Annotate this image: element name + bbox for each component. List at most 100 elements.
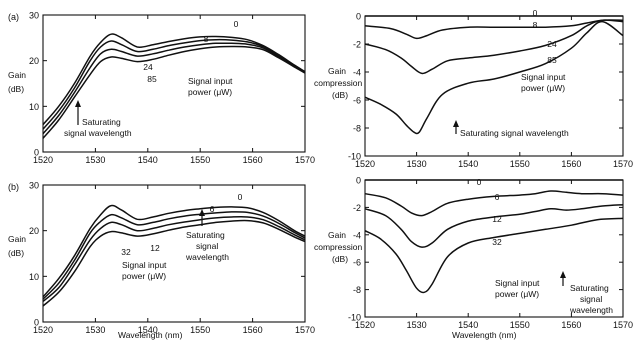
x-tick-label: 1530: [85, 155, 105, 165]
x-tick-label: 1570: [295, 325, 315, 335]
x-tick-label: 1550: [510, 159, 530, 169]
annotation-power-unit: power (μW): [521, 83, 565, 93]
y-label-line2: (dB): [8, 248, 24, 258]
x-tick-label: 1550: [510, 320, 530, 330]
annotation-signal-input: Signal input: [521, 72, 566, 82]
series-line-0: [42, 204, 306, 298]
y-tick-label: -8: [353, 285, 361, 295]
x-tick-label: 1540: [138, 155, 158, 165]
x-tick-label: 1570: [613, 320, 633, 330]
panel-label-a: (a): [8, 12, 19, 22]
curve-label-85: 85: [547, 55, 557, 65]
series-line-12: [42, 215, 306, 302]
series-line-8: [42, 38, 306, 130]
y-label-line1: Gain: [328, 66, 346, 76]
y-tick-label: -2: [353, 40, 361, 50]
y-label-line3: (dB): [332, 90, 348, 100]
y-label-line3: (dB): [332, 254, 348, 264]
panel-label-b: (b): [8, 182, 19, 192]
x-tick-label: 1530: [407, 159, 427, 169]
series-line-32: [42, 219, 306, 307]
annotation-signal-wavelength: signal wavelength: [64, 128, 132, 138]
y-tick-label: 30: [29, 11, 39, 21]
series-line-12: [364, 203, 624, 248]
y-label-line2: compression: [314, 78, 362, 88]
series-line-85: [364, 20, 624, 135]
y-label-line2: compression: [314, 242, 362, 252]
y-tick-label: -6: [353, 258, 361, 268]
x-tick-label: 1520: [355, 320, 375, 330]
x-tick-label: 1540: [458, 320, 478, 330]
y-tick-label: 20: [29, 226, 39, 236]
x-tick-label: 1560: [561, 320, 581, 330]
annotation-power-unit: power (μW): [495, 289, 539, 299]
series-line-32: [364, 217, 624, 294]
plot-frame: [42, 184, 306, 323]
x-tick-label: 1520: [355, 159, 375, 169]
y-tick-label: 0: [356, 176, 361, 186]
curve-label-8: 8: [533, 20, 538, 30]
plot-frame: [42, 14, 306, 153]
x-tick-label: 1570: [613, 159, 633, 169]
y-tick-label: -10: [348, 152, 361, 162]
x-tick-label: 1550: [190, 155, 210, 165]
y-tick-label: 10: [29, 102, 39, 112]
annotation-signal: signal: [196, 241, 218, 251]
x-tick-label: 1520: [33, 155, 53, 165]
arrow-head: [75, 100, 81, 107]
annotation-saturating: Saturating signal wavelength: [460, 128, 569, 138]
annotation-saturating: Saturating: [82, 117, 121, 127]
x-tick-label: 1560: [243, 325, 263, 335]
y-tick-label: -4: [353, 68, 361, 78]
series-line-24: [364, 19, 624, 75]
series-line-24: [42, 42, 306, 135]
y-label-line1: Gain: [328, 230, 346, 240]
y-label-line2: (dB): [8, 84, 24, 94]
arrow-head: [199, 209, 205, 216]
curve-label-32: 32: [492, 237, 502, 247]
curve-label-32: 32: [121, 247, 131, 257]
curve-label-85: 85: [147, 74, 157, 84]
y-tick-label: 0: [34, 148, 39, 158]
annotation-saturating: Saturating: [570, 283, 609, 293]
x-tick-label: 1540: [458, 159, 478, 169]
x-tick-label: 1550: [190, 325, 210, 335]
y-tick-label: -8: [353, 124, 361, 134]
annotation-wavelength: wavelength: [185, 252, 229, 262]
y-tick-label: -6: [353, 96, 361, 106]
plot-a-gain: Gain (dB) 1520 1530 1540 1550 1560 1570 0 10 20 3…: [8, 11, 315, 166]
y-label-line1: Gain: [8, 70, 26, 80]
y-tick-label: 0: [356, 12, 361, 22]
x-tick-label: 1570: [295, 155, 315, 165]
curve-label-24: 24: [547, 39, 557, 49]
x-axis-label-right: Wavelength (nm): [452, 330, 517, 340]
annotation-signal-input: Signal input: [495, 278, 540, 288]
annotation-signal: signal: [580, 294, 602, 304]
x-tick-label: 1530: [85, 325, 105, 335]
annotation-signal-input: Signal input: [188, 76, 233, 86]
y-tick-label: -10: [348, 313, 361, 323]
x-tick-label: 1560: [561, 159, 581, 169]
curve-label-0: 0: [234, 19, 239, 29]
x-axis-label-left: Wavelength (nm): [118, 330, 183, 340]
curve-label-24: 24: [143, 62, 153, 72]
plot-b-gain: Gain (dB) 1520 1530 1540 1550 1560 1570 0 10 20 3…: [8, 181, 315, 336]
curve-label-6: 6: [495, 192, 500, 202]
series-line-85: [42, 45, 306, 139]
arrow-head: [560, 271, 566, 278]
curve-label-6: 6: [210, 204, 215, 214]
plot-a-compression: Gain compression (dB) 1520 1530 1540 1550 15…: [314, 8, 633, 169]
annotation-power-unit: power (μW): [122, 271, 166, 281]
y-tick-label: 10: [29, 272, 39, 282]
x-tick-label: 1560: [243, 155, 263, 165]
curve-label-0: 0: [477, 177, 482, 187]
arrow-head: [453, 120, 459, 127]
y-tick-label: -2: [353, 203, 361, 213]
annotation-power-unit: power (μW): [188, 87, 232, 97]
curve-label-0: 0: [533, 8, 538, 18]
y-tick-label: 20: [29, 56, 39, 66]
plot-b-compression: Gain compression (dB) 1520 1530 1540 1550 15…: [314, 176, 633, 331]
series-line-0: [42, 33, 306, 126]
y-tick-label: 0: [34, 318, 39, 328]
